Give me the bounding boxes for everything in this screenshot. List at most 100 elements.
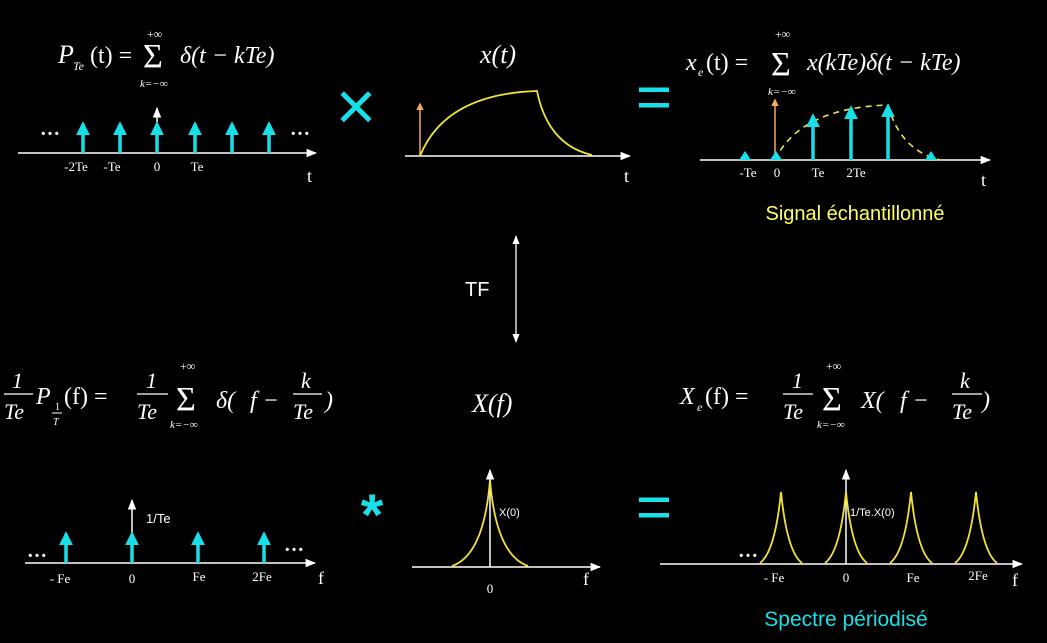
periodic-spectrum-peak-label: 1/Te.X(0) bbox=[850, 507, 895, 519]
tick-label: Fe bbox=[907, 570, 920, 585]
svg-text:+∞: +∞ bbox=[775, 27, 790, 41]
comb-freq-formula: 1 Te P 1 T (f) = 1 Te +∞ Σ k=−∞ δ( f − k… bbox=[4, 359, 333, 431]
svg-text:Σ: Σ bbox=[771, 46, 791, 83]
tick-label: Te bbox=[812, 165, 825, 180]
comb-time-impulses bbox=[76, 121, 276, 153]
svg-text:f −: f − bbox=[900, 388, 929, 414]
tick-label: 0 bbox=[774, 165, 781, 180]
tick-label: - Fe bbox=[764, 570, 785, 585]
svg-text:(f) =: (f) = bbox=[64, 384, 108, 410]
svg-text:x: x bbox=[685, 50, 697, 76]
svg-text:): ) bbox=[323, 388, 333, 414]
transform-label: TF bbox=[465, 279, 489, 301]
periodic-spectrum-axis-label: f bbox=[1012, 570, 1018, 590]
svg-text:P: P bbox=[57, 40, 74, 69]
sampled-envelope bbox=[774, 104, 941, 161]
tick-label: -Te bbox=[739, 165, 756, 180]
comb-freq-dots-left: … bbox=[27, 540, 47, 562]
tick-label: -2Te bbox=[64, 159, 88, 174]
spectrum-replica bbox=[759, 491, 803, 564]
tick-label: 2Te bbox=[846, 165, 866, 180]
svg-text:Te: Te bbox=[4, 399, 24, 424]
equals-operator: = bbox=[636, 473, 672, 542]
svg-text:Te: Te bbox=[783, 399, 803, 424]
svg-text:1: 1 bbox=[12, 368, 23, 393]
sampled-zero-marker bbox=[739, 151, 751, 160]
svg-text:δ(t − kTe): δ(t − kTe) bbox=[180, 43, 274, 69]
tick-label: 2Fe bbox=[968, 568, 988, 583]
svg-text:(f) =: (f) = bbox=[705, 384, 749, 410]
times-operator: × bbox=[336, 67, 377, 145]
tick-label: 0 bbox=[843, 570, 850, 585]
comb-time-dots-right: … bbox=[290, 118, 310, 140]
svg-text:(t) =: (t) = bbox=[90, 43, 132, 69]
comb-time-formula: P Te (t) = +∞ Σ k=−∞ δ(t − kTe) bbox=[57, 27, 274, 90]
comb-time-dots-left: … bbox=[40, 118, 60, 140]
svg-text:Te: Te bbox=[73, 59, 85, 73]
svg-text:k: k bbox=[960, 368, 971, 393]
svg-text:k: k bbox=[301, 368, 312, 393]
tick-label: - Fe bbox=[50, 571, 71, 586]
tick-label: 0 bbox=[154, 159, 161, 174]
periodic-spectrum-peaks bbox=[759, 491, 998, 564]
sampled-time-ticks: -Te 0 Te 2Te bbox=[739, 165, 865, 180]
svg-text:Te: Te bbox=[952, 399, 972, 424]
spectrum-axis-label: f bbox=[583, 569, 589, 589]
sampled-time-panel: x e (t) = +∞ Σ k=−∞ x(kTe)δ(t − kTe) -Te… bbox=[685, 27, 992, 225]
svg-text:Σ: Σ bbox=[822, 381, 842, 418]
spectrum-peak bbox=[451, 479, 529, 567]
signal-time-axis-label: t bbox=[624, 166, 629, 186]
spectrum-formula: X(f) bbox=[471, 389, 512, 418]
svg-text:1: 1 bbox=[146, 368, 157, 393]
sampled-zero-marker bbox=[925, 151, 937, 160]
equals-operator: = bbox=[636, 63, 672, 132]
svg-text:k=−∞: k=−∞ bbox=[140, 78, 168, 90]
svg-text:e: e bbox=[698, 65, 704, 79]
svg-text:Te: Te bbox=[137, 399, 157, 424]
tick-label: Fe bbox=[193, 569, 206, 584]
svg-text:X: X bbox=[679, 384, 696, 410]
periodic-spectrum-formula: X e (f) = 1 Te +∞ Σ k=−∞ X( f − k Te ) bbox=[679, 359, 990, 431]
spectrum-replica bbox=[954, 491, 998, 564]
comb-freq-ticks: - Fe 0 Fe 2Fe bbox=[50, 569, 272, 586]
svg-text:f −: f − bbox=[250, 388, 279, 414]
spectrum-replica bbox=[889, 491, 933, 564]
convolve-operator: * bbox=[361, 483, 384, 548]
svg-text:k=−∞: k=−∞ bbox=[170, 419, 198, 431]
comb-time-ticks: -2Te -Te 0 Te bbox=[64, 159, 203, 174]
svg-text:x(kTe)δ(t − kTe): x(kTe)δ(t − kTe) bbox=[806, 50, 961, 76]
tick-label: Te bbox=[191, 159, 204, 174]
svg-text:1: 1 bbox=[792, 368, 803, 393]
periodic-spectrum-panel: X e (f) = 1 Te +∞ Σ k=−∞ X( f − k Te ) …… bbox=[660, 359, 1024, 631]
comb-time-axis-label: t bbox=[307, 166, 312, 186]
signal-curve bbox=[419, 90, 593, 157]
periodic-spectrum-dots: … bbox=[738, 540, 758, 562]
svg-text:Σ: Σ bbox=[176, 381, 196, 418]
sampled-zero-marker bbox=[770, 151, 782, 160]
svg-text:): ) bbox=[980, 388, 990, 414]
svg-text:X(: X( bbox=[860, 388, 886, 414]
sampled-time-formula: x e (t) = +∞ Σ k=−∞ x(kTe)δ(t − kTe) bbox=[685, 27, 961, 98]
tick-label: -Te bbox=[103, 159, 120, 174]
comb-time-panel: P Te (t) = +∞ Σ k=−∞ δ(t − kTe) … … -2Te… bbox=[18, 27, 318, 186]
comb-freq-panel: 1 Te P 1 T (f) = 1 Te +∞ Σ k=−∞ δ( f − k… bbox=[4, 359, 333, 588]
transform-arrow: TF bbox=[465, 235, 520, 343]
svg-text:k=−∞: k=−∞ bbox=[768, 86, 796, 98]
sampled-caption: Signal échantillonné bbox=[765, 203, 944, 225]
tick-label: 0 bbox=[129, 571, 136, 586]
periodic-spectrum-ticks: - Fe 0 Fe 2Fe bbox=[764, 568, 988, 585]
tick-label: 2Fe bbox=[252, 569, 272, 584]
svg-text:k=−∞: k=−∞ bbox=[817, 419, 845, 431]
comb-freq-amplitude-label: 1/Te bbox=[146, 511, 171, 526]
periodic-caption: Spectre périodisé bbox=[764, 608, 927, 631]
svg-text:Te: Te bbox=[293, 399, 313, 424]
spectrum-peak-label: X(0) bbox=[499, 507, 520, 519]
sampled-impulses bbox=[806, 103, 895, 160]
comb-freq-dots-right: … bbox=[284, 534, 304, 556]
svg-text:+∞: +∞ bbox=[147, 27, 162, 41]
svg-text:δ(: δ( bbox=[216, 388, 237, 414]
svg-text:P: P bbox=[35, 384, 51, 410]
svg-text:(t) =: (t) = bbox=[706, 50, 748, 76]
spectrum-replica bbox=[824, 491, 868, 564]
